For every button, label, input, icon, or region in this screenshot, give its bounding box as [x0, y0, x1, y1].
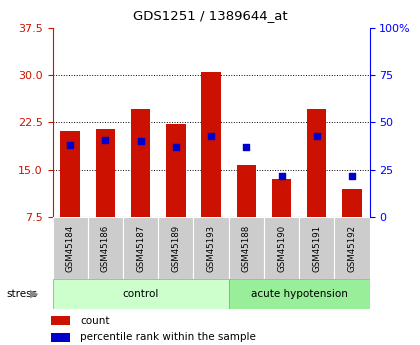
Text: GSM45190: GSM45190: [277, 225, 286, 272]
Point: [137, 139, 144, 144]
Point: [173, 144, 179, 150]
Point: [349, 173, 355, 178]
Text: GSM45191: GSM45191: [312, 225, 321, 272]
Bar: [228, 217, 264, 279]
Point: [102, 137, 109, 142]
Bar: [307, 109, 326, 217]
Bar: [228, 279, 370, 309]
Bar: [334, 217, 370, 279]
Text: GDS1251 / 1389644_at: GDS1251 / 1389644_at: [133, 9, 287, 22]
Point: [243, 144, 249, 150]
Bar: [342, 189, 362, 217]
Point: [208, 133, 215, 138]
Bar: [51, 333, 70, 342]
Bar: [96, 129, 115, 217]
Text: GSM45188: GSM45188: [242, 225, 251, 272]
Bar: [264, 217, 299, 279]
Text: count: count: [80, 316, 109, 326]
Text: GSM45193: GSM45193: [207, 225, 215, 272]
Point: [67, 142, 74, 148]
Text: GSM45186: GSM45186: [101, 225, 110, 272]
Text: GSM45184: GSM45184: [66, 225, 75, 272]
Bar: [194, 217, 228, 279]
Text: GSM45192: GSM45192: [347, 225, 357, 272]
Bar: [51, 316, 70, 325]
Bar: [166, 125, 186, 217]
Point: [278, 173, 285, 178]
Bar: [236, 166, 256, 217]
Bar: [272, 179, 291, 217]
Bar: [60, 131, 80, 217]
Bar: [52, 217, 88, 279]
Text: control: control: [122, 289, 159, 299]
Bar: [88, 217, 123, 279]
Bar: [201, 72, 221, 217]
Bar: [158, 217, 194, 279]
Bar: [299, 217, 334, 279]
Point: [313, 133, 320, 138]
Bar: [52, 279, 228, 309]
Text: GSM45187: GSM45187: [136, 225, 145, 272]
Text: acute hypotension: acute hypotension: [251, 289, 348, 299]
Bar: [123, 217, 158, 279]
Bar: [131, 109, 150, 217]
Text: ▶: ▶: [30, 289, 39, 299]
Text: percentile rank within the sample: percentile rank within the sample: [80, 332, 256, 342]
Text: GSM45189: GSM45189: [171, 225, 180, 272]
Text: stress: stress: [6, 289, 37, 299]
